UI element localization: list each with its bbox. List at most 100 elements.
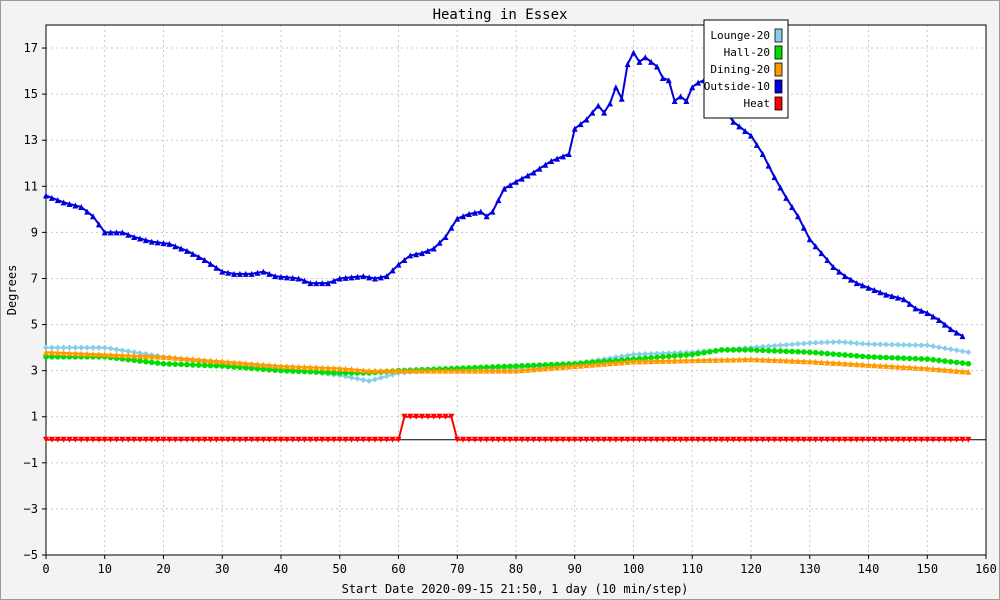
data-point [795,213,801,220]
data-point [877,362,884,369]
data-point [936,366,942,373]
data-point [60,344,67,351]
data-point [795,436,801,443]
data-point [548,436,555,443]
data-point [542,362,549,368]
data-point [889,363,895,370]
data-point [648,58,655,65]
data-point [489,367,496,374]
data-point [460,213,467,220]
data-point [900,363,907,370]
data-point [924,342,931,349]
data-point [319,280,326,287]
x-tick-label: 120 [740,562,762,576]
x-tick-label: 140 [858,562,880,576]
data-point [736,436,743,443]
data-point [107,436,114,443]
data-point [630,351,637,358]
data-point [654,436,660,443]
data-point [207,260,214,267]
data-point [348,436,355,443]
data-point [659,357,666,364]
x-tick-label: 110 [681,562,703,576]
data-point [219,268,226,275]
x-tick-label: 30 [215,562,229,576]
data-point [812,436,819,443]
data-point [313,369,320,375]
data-point [630,436,637,443]
data-point [313,436,320,443]
data-point [607,360,613,367]
data-point [671,353,678,359]
data-point [477,436,484,443]
data-point [648,436,655,443]
data-point [595,102,602,109]
legend-swatch [774,96,783,111]
data-point [448,224,455,231]
data-point [383,273,390,280]
data-point [248,365,255,372]
data-point [765,343,772,350]
data-point [642,436,649,443]
data-point [172,354,179,361]
data-point [160,353,167,360]
data-point [319,364,326,371]
data-point [260,436,267,443]
data-point [771,342,778,349]
data-point [853,361,860,368]
data-point [695,350,701,357]
data-point [530,362,537,369]
data-point [748,356,754,363]
data-point [166,240,173,247]
data-point [577,362,584,369]
data-point [742,436,749,443]
data-point [495,436,502,443]
data-point [936,436,942,443]
data-point [172,361,179,368]
y-tick-label: 5 [31,318,38,332]
data-point [107,345,114,352]
data-point [583,362,590,369]
data-point [800,340,807,347]
grid [45,25,987,556]
data-point [325,364,331,371]
data-point [66,436,73,443]
series-heat [43,413,972,443]
y-axis-label: Degrees [5,265,19,316]
data-point [101,344,108,351]
data-point [554,436,561,443]
data-point [289,274,296,281]
data-point [84,344,91,351]
data-point [307,369,314,375]
data-point [342,274,349,281]
data-point [701,357,707,364]
series-layer [43,49,972,443]
data-point [889,341,895,348]
data-point [789,436,796,443]
data-point [513,436,519,443]
data-point [283,274,290,281]
data-point [295,275,302,282]
data-point [930,436,937,443]
data-point [225,358,232,365]
data-point [395,261,402,268]
data-point [184,247,190,254]
data-point [947,436,954,443]
data-point [295,368,302,375]
data-point [142,353,149,360]
data-point [307,280,314,287]
data-point [959,348,966,355]
data-point [430,245,437,252]
data-point [753,141,760,148]
data-point [565,363,572,370]
data-point [307,364,314,371]
data-point [160,436,167,443]
data-point [765,347,772,354]
data-point [348,274,355,281]
data-point [677,352,684,359]
y-tick-label: 7 [31,271,38,285]
y-tick-label: 13 [24,133,38,147]
data-point [107,351,114,358]
data-point [348,374,355,381]
data-point [689,351,696,358]
